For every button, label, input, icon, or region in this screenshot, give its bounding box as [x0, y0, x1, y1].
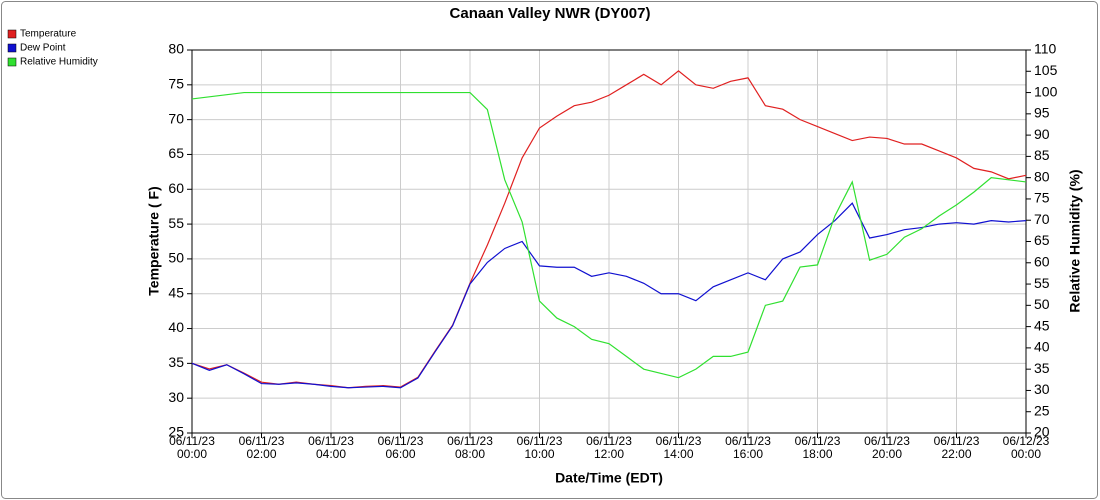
x-tick-label: 06/11/23 02:00: [238, 434, 285, 461]
x-tick-label: 06/11/23 12:00: [586, 434, 632, 461]
legend-swatch: [7, 57, 17, 67]
legend-swatch: [7, 43, 17, 53]
x-tick-label: 06/11/23 06:00: [377, 434, 424, 461]
y2-tick-label: 85: [1034, 147, 1050, 163]
x-axis-title: Date/Time (EDT): [555, 470, 663, 486]
y2-tick-label: 75: [1034, 190, 1050, 206]
series-line: [191, 202, 1027, 389]
legend-label: Temperature: [20, 29, 77, 40]
y2-tick-label: 70: [1034, 211, 1050, 227]
x-tick-label: 06/11/23 20:00: [864, 434, 910, 461]
legend-label: Relative Humidity: [20, 57, 98, 68]
x-tick-label: 06/11/23 10:00: [516, 434, 563, 461]
y2-tick-label: 80: [1034, 168, 1050, 184]
y2-tick-label: 100: [1034, 83, 1058, 99]
x-tick-label: 06/11/23 04:00: [308, 434, 354, 461]
chart-title: Canaan Valley NWR (DY007): [450, 5, 651, 22]
y-tick-label: 45: [168, 284, 184, 300]
y-tick-label: 25: [168, 424, 184, 440]
y2-tick-label: 55: [1034, 275, 1050, 291]
y2-tick-label: 20: [1034, 424, 1050, 440]
y2-tick-label: 50: [1034, 296, 1050, 312]
y2-tick-label: 45: [1034, 317, 1050, 333]
y-tick-label: 50: [168, 250, 184, 266]
y2-tick-label: 95: [1034, 105, 1050, 121]
y-tick-label: 30: [168, 389, 184, 405]
x-tick-label: 06/11/23 16:00: [725, 434, 771, 461]
legend-label: Dew Point: [20, 43, 66, 54]
series-line: [191, 70, 1027, 389]
y-tick-label: 75: [168, 76, 184, 92]
y2-axis-title: Relative Humidity (%): [1067, 169, 1083, 312]
y2-tick-label: 90: [1034, 126, 1050, 142]
x-tick-label: 06/11/23 08:00: [447, 434, 493, 461]
y2-tick-label: 35: [1034, 360, 1050, 376]
y-tick-label: 65: [168, 145, 184, 161]
y2-tick-label: 65: [1034, 232, 1050, 248]
x-tick-label: 06/12/23 00:00: [1002, 434, 1050, 461]
y-tick-label: 70: [168, 110, 184, 126]
y2-tick-label: 25: [1034, 402, 1050, 418]
y2-tick-label: 40: [1034, 339, 1050, 355]
x-tick-label: 06/11/23 22:00: [933, 434, 980, 461]
series-line: [191, 91, 1027, 379]
plot-border: [191, 49, 1027, 434]
y2-tick-label: 105: [1034, 62, 1058, 78]
y2-tick-label: 30: [1034, 381, 1050, 397]
y-tick-label: 35: [168, 354, 184, 370]
y-axis-title: Temperature ( F): [146, 186, 162, 295]
y-tick-label: 55: [168, 215, 184, 231]
x-tick-label: 06/11/23 00:00: [169, 434, 215, 461]
legend-swatch: [7, 29, 17, 39]
y-tick-label: 60: [168, 180, 184, 196]
x-tick-label: 06/11/23 18:00: [794, 434, 841, 461]
x-tick-label: 06/11/23 14:00: [655, 434, 702, 461]
y-tick-label: 40: [168, 319, 184, 335]
y2-tick-label: 60: [1034, 253, 1050, 269]
y2-tick-label: 110: [1034, 41, 1057, 57]
y-tick-label: 80: [168, 41, 184, 57]
